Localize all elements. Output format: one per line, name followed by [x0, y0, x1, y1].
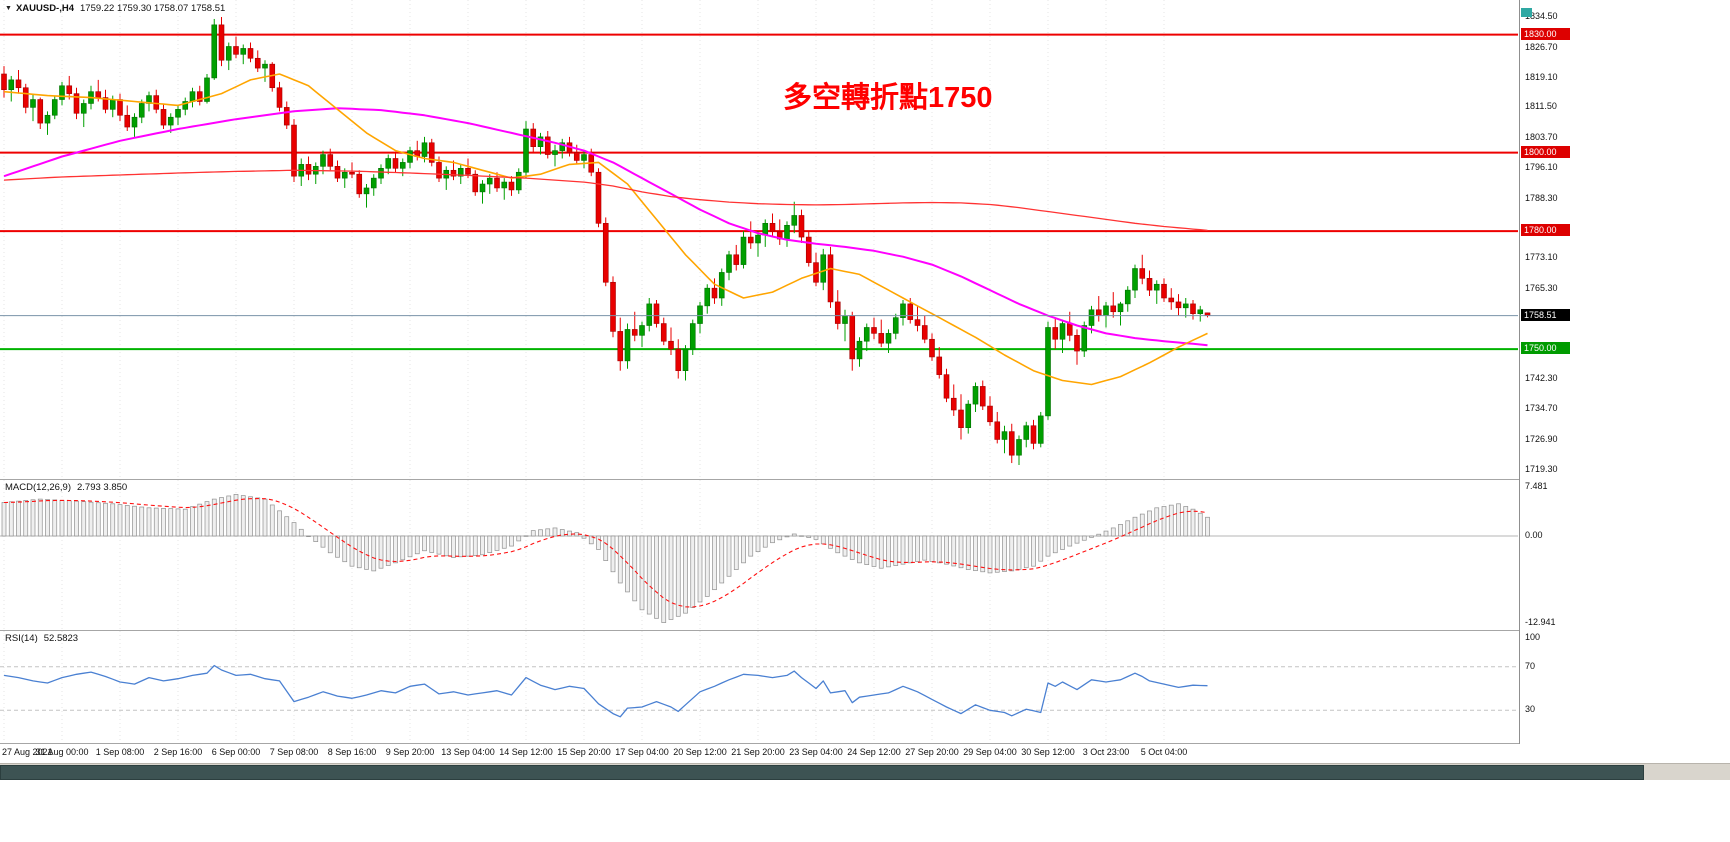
macd-axis-label: -12.941 — [1525, 616, 1556, 627]
pane-separator-macd[interactable] — [0, 479, 1730, 480]
time-axis-label: 7 Sep 08:00 — [269, 747, 319, 757]
scrollbar-thumb[interactable] — [0, 765, 1644, 780]
price-axis-label: 1788.30 — [1525, 192, 1558, 203]
chart-shift-marker[interactable] — [1521, 8, 1532, 17]
time-axis-label: 23 Sep 04:00 — [789, 747, 843, 757]
ma-slow-red-line[interactable] — [3, 169, 1208, 232]
time-axis-label: 21 Sep 20:00 — [731, 747, 785, 757]
horizontal-level-lines[interactable] — [0, 33, 1518, 351]
rsi-axis-label: 70 — [1525, 660, 1536, 671]
price-line-badge: 1800.00 — [1521, 145, 1570, 158]
grid-lines — [3, 631, 1165, 743]
rsi-indicator-label: RSI(14) 52.5823 — [5, 633, 78, 644]
price-axis-label: 1811.50 — [1525, 101, 1557, 112]
macd-pane[interactable]: MACD(12,26,9) 2.793 3.850 — [0, 480, 1730, 630]
pane-separator-rsi[interactable] — [0, 630, 1730, 631]
rsi-line — [3, 664, 1208, 718]
rsi-pane[interactable]: RSI(14) 52.5823 — [0, 631, 1730, 743]
time-axis-label: 29 Sep 04:00 — [963, 747, 1017, 757]
chart-annotation-text[interactable]: 多空轉折點1750 — [783, 82, 993, 114]
time-axis-label: 15 Sep 20:00 — [557, 747, 611, 757]
price-line-badge: 1780.00 — [1521, 224, 1570, 237]
symbol-period-label: XAUUSD-,H4 — [15, 3, 74, 14]
time-axis-label: 13 Sep 04:00 — [441, 747, 495, 757]
time-axis-separator — [0, 743, 1730, 744]
price-axis[interactable]: 1834.50 1826.70 1819.10 1811.50 1803.70 1796.… — [1519, 0, 1730, 744]
time-axis-label: 6 Sep 00:00 — [211, 747, 261, 757]
price-axis-label: 1819.10 — [1525, 71, 1558, 82]
horizontal-scrollbar[interactable] — [0, 763, 1730, 780]
time-axis-label: 9 Sep 20:00 — [385, 747, 435, 757]
price-axis-label: 1796.10 — [1525, 161, 1558, 172]
price-axis-label: 1734.70 — [1525, 403, 1558, 414]
time-axis-label: 1 Sep 08:00 — [95, 747, 145, 757]
ohlc-values-label: 1759.22 1759.30 1758.07 1758.51 — [80, 3, 226, 14]
price-axis-label: 1719.30 — [1525, 463, 1558, 474]
time-axis-label: 5 Oct 04:00 — [1140, 747, 1188, 757]
price-chart-canvas[interactable] — [0, 0, 1730, 479]
macd-signal-line — [3, 498, 1208, 608]
price-axis-label: 1834.50 — [1525, 11, 1558, 21]
time-axis[interactable]: 27 Aug 2021 31 Aug 00:00 1 Sep 08:00 2 Sep … — [0, 744, 1730, 762]
time-axis-label: 2 Sep 16:00 — [153, 747, 203, 757]
price-axis-label: 1803.70 — [1525, 132, 1558, 143]
time-axis-label: 30 Sep 12:00 — [1021, 747, 1075, 757]
macd-name: MACD(12,26,9) — [5, 482, 71, 493]
candles-layer — [1, 17, 1211, 466]
rsi-axis-label: 100 — [1525, 632, 1541, 642]
time-axis-label: 20 Sep 12:00 — [673, 747, 727, 757]
price-line-badge: 1830.00 — [1521, 27, 1570, 40]
macd-axis-label: 0.00 — [1525, 530, 1543, 540]
rsi-axis-label: 30 — [1525, 704, 1536, 715]
time-axis-label: 27 Aug 2021 — [2, 747, 53, 757]
time-axis-label: 3 Oct 23:00 — [1082, 747, 1130, 757]
time-axis-label: 17 Sep 04:00 — [615, 747, 669, 757]
price-line-badge: 1750.00 — [1521, 342, 1570, 355]
price-line-badge: 1758.51 — [1521, 308, 1570, 321]
macd-canvas[interactable] — [0, 480, 1730, 630]
time-axis-label: 31 Aug 00:00 — [35, 747, 89, 757]
rsi-name: RSI(14) — [5, 633, 38, 644]
rsi-canvas[interactable] — [0, 631, 1730, 743]
macd-indicator-label: MACD(12,26,9) 2.793 3.850 — [5, 482, 127, 493]
price-chart-pane[interactable]: ▼ XAUUSD-,H4 1759.22 1759.30 1758.07 1758.… — [0, 0, 1730, 479]
price-axis-label: 1765.30 — [1525, 282, 1558, 293]
price-axis-label: 1742.30 — [1525, 373, 1558, 384]
time-axis-label: 8 Sep 16:00 — [327, 747, 377, 757]
macd-axis-label: 7.481 — [1525, 481, 1548, 491]
price-axis-label: 1773.10 — [1525, 252, 1558, 263]
macd-values: 2.793 3.850 — [77, 482, 128, 493]
time-axis-label: 27 Sep 20:00 — [905, 747, 959, 757]
symbol-ohlc-readout: ▼ XAUUSD-,H4 1759.22 1759.30 1758.07 1758.… — [5, 3, 225, 14]
price-axis-label: 1726.90 — [1525, 433, 1558, 444]
ma-fast-magenta-line[interactable] — [3, 107, 1208, 347]
time-axis-label: 24 Sep 12:00 — [847, 747, 901, 757]
time-axis-label: 14 Sep 12:00 — [499, 747, 553, 757]
rsi-value: 52.5823 — [43, 633, 79, 644]
macd-histogram — [1, 494, 1210, 623]
ma-mid-orange-line[interactable] — [3, 73, 1208, 386]
price-axis-label: 1826.70 — [1525, 41, 1558, 52]
collapse-triangle-icon[interactable]: ▼ — [5, 5, 12, 12]
